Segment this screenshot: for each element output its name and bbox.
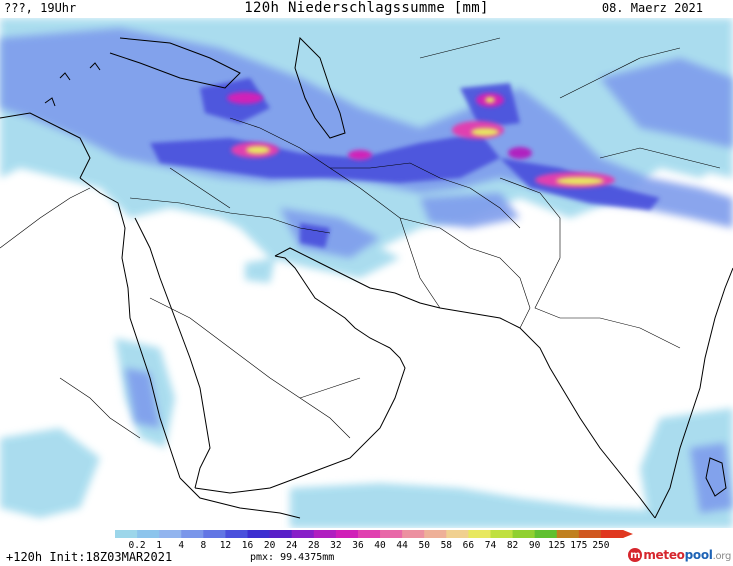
- colorbar-tick-label: 50: [418, 540, 430, 551]
- colorbar-tick-label: 32: [330, 540, 342, 551]
- valid-date-label: 08. Maerz 2021: [601, 1, 703, 15]
- colorbar-tick-label: 90: [528, 540, 541, 551]
- precipitation-map: [0, 18, 733, 528]
- map-title: 120h Niederschlagssumme [mm]: [244, 0, 489, 16]
- colorbar-segment: [225, 530, 249, 538]
- colorbar-segment: [380, 530, 403, 538]
- run-info: +120h Init:18Z03MAR2021: [6, 550, 173, 564]
- colorbar-tick-label: 1: [156, 540, 163, 551]
- logo-text-meteo: meteo: [643, 548, 685, 562]
- colorbar-tick-label: 82: [506, 540, 519, 551]
- colorbar-segment: [159, 530, 182, 538]
- colorbar-tick-label: 4: [178, 540, 185, 551]
- legend: 0.2 1 4 8 12 16 20 24 28 32 36 40 44 50 58 66 74 82 90 125 1…: [0, 528, 733, 566]
- colorbar-segment: [291, 530, 315, 538]
- meteopool-logo[interactable]: m meteopool.org: [628, 548, 731, 562]
- valid-time-label: ???, 19Uhr: [4, 1, 77, 15]
- max-precip-label: pmx: 99.4375mm: [250, 552, 335, 563]
- colorbar-segment: [490, 530, 514, 538]
- colorbar-segment: [269, 530, 293, 538]
- map-header: ???, 19Uhr 120h Niederschlagssumme [mm] …: [0, 0, 733, 18]
- colorbar-segment: [115, 530, 138, 538]
- colorbar-tick-label: 40: [374, 540, 386, 551]
- meteopool-logo-icon: m: [628, 548, 643, 562]
- colorbar-tick-label: 8: [200, 540, 207, 551]
- colorbar-segment: [446, 530, 469, 538]
- colorbar-tick-label: 0.2: [128, 540, 146, 551]
- colorbar-tick-label: 36: [352, 540, 364, 551]
- logo-text-org: .org: [712, 551, 732, 562]
- colorbar-segment: [247, 530, 271, 538]
- precip-field-max: [246, 97, 604, 185]
- colorbar-tick-label: 20: [263, 540, 276, 551]
- colorbar-tick-label: 12: [219, 540, 232, 551]
- colorbar-segment: [203, 530, 226, 538]
- colorbar-tick-label: 28: [308, 540, 320, 551]
- colorbar-tick-label: 44: [396, 540, 408, 551]
- colorbar-segment: [534, 530, 558, 538]
- colorbar-segment: [424, 530, 447, 538]
- colorbar-tick-label: 66: [462, 540, 475, 551]
- colorbar-segment: [357, 530, 381, 538]
- colorbar-segment: [335, 530, 359, 538]
- colorbar-segment: [402, 530, 425, 538]
- colorbar-segment: [468, 530, 491, 538]
- colorbar-segment: [556, 530, 580, 538]
- colorbar-tick-label: 16: [241, 540, 254, 551]
- colorbar-tick-label: 24: [285, 540, 298, 551]
- country-borders: [0, 37, 721, 439]
- colorbar-tick-label: 58: [440, 540, 453, 551]
- coastlines: [0, 36, 733, 519]
- colorbar-segment: [137, 530, 160, 538]
- colorbar-tick-label: 74: [484, 540, 497, 551]
- colorbar-segment: [313, 530, 337, 538]
- colorbar-tick-label: 175: [570, 540, 588, 551]
- colorbar-tick-label: 250: [592, 540, 610, 551]
- logo-text-pool: pool: [684, 548, 713, 562]
- colorbar-segment: [578, 530, 602, 538]
- colorbar-segment: [181, 530, 204, 538]
- colorbar: [115, 530, 633, 538]
- colorbar-extend-arrow: [623, 530, 633, 538]
- colorbar-segment: [600, 530, 624, 538]
- colorbar-tick-label: 125: [548, 540, 566, 551]
- colorbar-segment: [512, 530, 536, 538]
- colorbar-ticks: 0.2 1 4 8 12 16 20 24 28 32 36 40 44 50 58 66 74 82 90 125 1…: [0, 540, 733, 552]
